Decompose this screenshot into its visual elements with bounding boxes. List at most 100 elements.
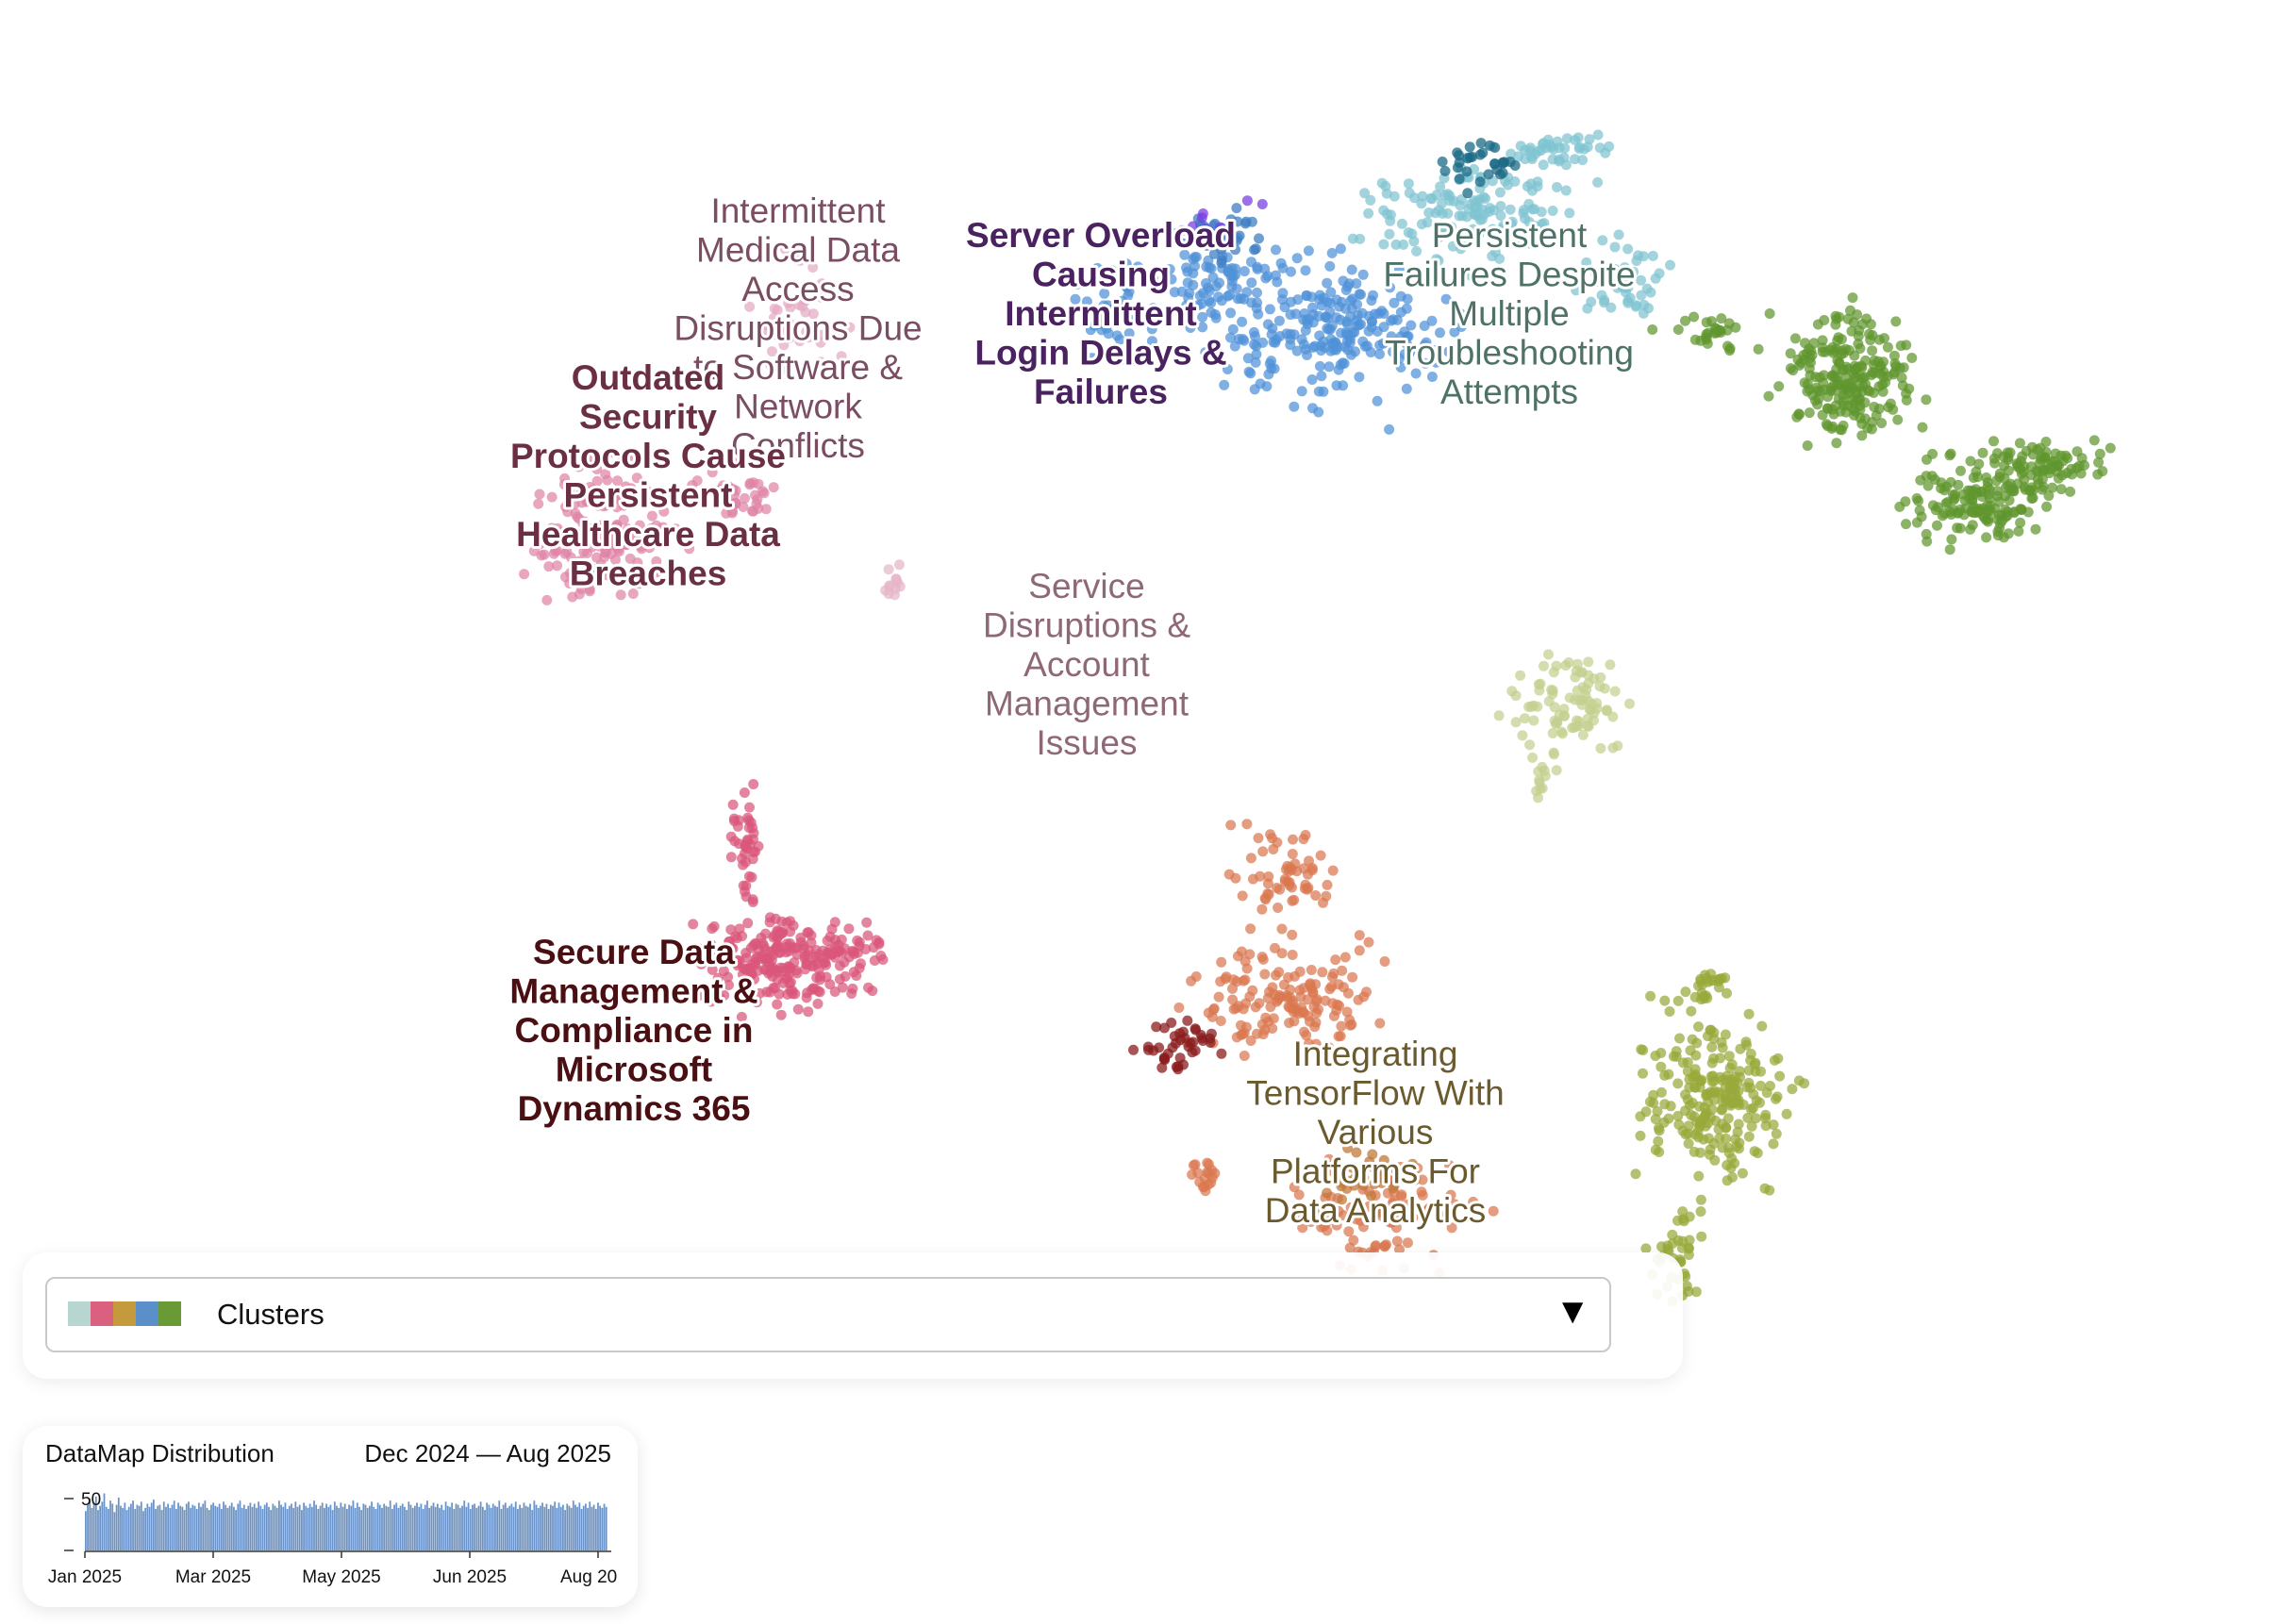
- data-point[interactable]: [644, 542, 655, 554]
- data-point[interactable]: [1429, 344, 1440, 356]
- data-point[interactable]: [1894, 362, 1905, 373]
- data-point[interactable]: [1188, 1036, 1199, 1048]
- data-point[interactable]: [2033, 478, 2044, 489]
- data-point[interactable]: [794, 255, 806, 266]
- data-point[interactable]: [1944, 544, 1955, 555]
- data-point[interactable]: [1671, 1051, 1682, 1062]
- data-point[interactable]: [1647, 250, 1658, 261]
- histogram-bar[interactable]: [87, 1504, 89, 1550]
- data-point[interactable]: [1479, 208, 1489, 220]
- data-point[interactable]: [564, 568, 575, 579]
- data-point[interactable]: [715, 484, 726, 495]
- data-point[interactable]: [1847, 292, 1858, 304]
- data-point[interactable]: [837, 982, 848, 993]
- histogram-bar[interactable]: [467, 1502, 470, 1550]
- histogram-bar[interactable]: [228, 1505, 231, 1550]
- data-point[interactable]: [565, 552, 576, 563]
- data-point[interactable]: [1323, 1042, 1335, 1053]
- histogram-bar[interactable]: [294, 1501, 297, 1550]
- data-point[interactable]: [1396, 218, 1407, 229]
- data-point[interactable]: [1359, 188, 1371, 199]
- triangle-down-icon[interactable]: ▼: [1555, 1292, 1590, 1332]
- data-point[interactable]: [687, 985, 697, 996]
- histogram-bar[interactable]: [432, 1502, 435, 1550]
- data-point[interactable]: [770, 983, 780, 994]
- data-point[interactable]: [1351, 1147, 1362, 1158]
- data-point[interactable]: [801, 326, 812, 338]
- data-point[interactable]: [1406, 228, 1418, 240]
- histogram-bar[interactable]: [559, 1506, 562, 1550]
- data-point[interactable]: [1151, 1021, 1162, 1033]
- data-point[interactable]: [583, 526, 594, 538]
- data-point[interactable]: [1288, 1006, 1299, 1018]
- data-point[interactable]: [1742, 1112, 1754, 1123]
- data-point[interactable]: [1652, 1105, 1663, 1117]
- data-point[interactable]: [1456, 243, 1467, 255]
- data-point[interactable]: [1121, 258, 1132, 270]
- data-point[interactable]: [1437, 157, 1448, 167]
- data-point[interactable]: [778, 340, 790, 351]
- data-point[interactable]: [1447, 240, 1458, 252]
- data-point[interactable]: [1927, 500, 1938, 511]
- data-point[interactable]: [567, 591, 578, 603]
- histogram-bar[interactable]: [507, 1507, 508, 1550]
- data-point[interactable]: [541, 594, 553, 605]
- data-point[interactable]: [1310, 1038, 1322, 1050]
- data-point[interactable]: [1706, 1041, 1718, 1052]
- histogram-bar[interactable]: [162, 1501, 165, 1550]
- data-point[interactable]: [1524, 238, 1536, 249]
- data-point[interactable]: [1250, 356, 1261, 368]
- data-point[interactable]: [1716, 1036, 1727, 1048]
- data-point[interactable]: [1303, 882, 1314, 893]
- data-point[interactable]: [1196, 212, 1207, 224]
- data-point[interactable]: [1302, 350, 1312, 360]
- data-point[interactable]: [689, 953, 700, 964]
- cluster-label[interactable]: Server Overload Causing Intermittent Login …: [963, 213, 1239, 414]
- data-point[interactable]: [1369, 1178, 1380, 1189]
- data-point[interactable]: [1289, 1016, 1300, 1027]
- data-point[interactable]: [740, 848, 750, 859]
- data-point[interactable]: [1716, 313, 1727, 324]
- histogram-bar[interactable]: [138, 1505, 141, 1550]
- data-point[interactable]: [1812, 319, 1823, 330]
- data-point[interactable]: [1223, 264, 1234, 274]
- data-point[interactable]: [1561, 133, 1572, 144]
- data-point[interactable]: [1622, 278, 1633, 290]
- data-point[interactable]: [1297, 1006, 1308, 1018]
- histogram-bar[interactable]: [148, 1506, 151, 1550]
- data-point[interactable]: [1300, 830, 1311, 840]
- histogram-bar[interactable]: [366, 1507, 369, 1550]
- data-point[interactable]: [1800, 338, 1810, 349]
- data-point[interactable]: [727, 505, 738, 517]
- data-point[interactable]: [1277, 288, 1289, 299]
- data-point[interactable]: [1684, 1235, 1695, 1246]
- data-point[interactable]: [1227, 323, 1239, 335]
- data-point[interactable]: [1890, 316, 1902, 327]
- data-point[interactable]: [1378, 239, 1389, 250]
- data-point[interactable]: [1436, 1211, 1447, 1222]
- data-point[interactable]: [1347, 971, 1358, 983]
- data-point[interactable]: [1722, 1175, 1733, 1186]
- data-point[interactable]: [1173, 1003, 1185, 1013]
- data-point[interactable]: [1827, 370, 1838, 381]
- data-point[interactable]: [1324, 260, 1336, 272]
- data-point[interactable]: [1787, 1084, 1798, 1095]
- data-point[interactable]: [724, 980, 734, 990]
- histogram-bar[interactable]: [358, 1506, 360, 1550]
- data-point[interactable]: [1219, 379, 1230, 390]
- histogram-bar[interactable]: [132, 1500, 134, 1550]
- data-point[interactable]: [1188, 268, 1199, 279]
- data-point[interactable]: [1388, 1183, 1399, 1194]
- histogram-bar[interactable]: [354, 1507, 357, 1550]
- data-point[interactable]: [1474, 149, 1486, 160]
- data-point[interactable]: [1394, 1244, 1405, 1255]
- data-point[interactable]: [1435, 222, 1446, 233]
- data-point[interactable]: [1722, 1113, 1734, 1124]
- data-point[interactable]: [1648, 1089, 1659, 1101]
- data-point[interactable]: [1694, 1121, 1705, 1133]
- data-point[interactable]: [2092, 469, 2104, 480]
- histogram-bar[interactable]: [533, 1500, 536, 1550]
- data-point[interactable]: [1409, 1174, 1421, 1185]
- data-point[interactable]: [1417, 191, 1428, 202]
- data-point[interactable]: [1099, 288, 1110, 299]
